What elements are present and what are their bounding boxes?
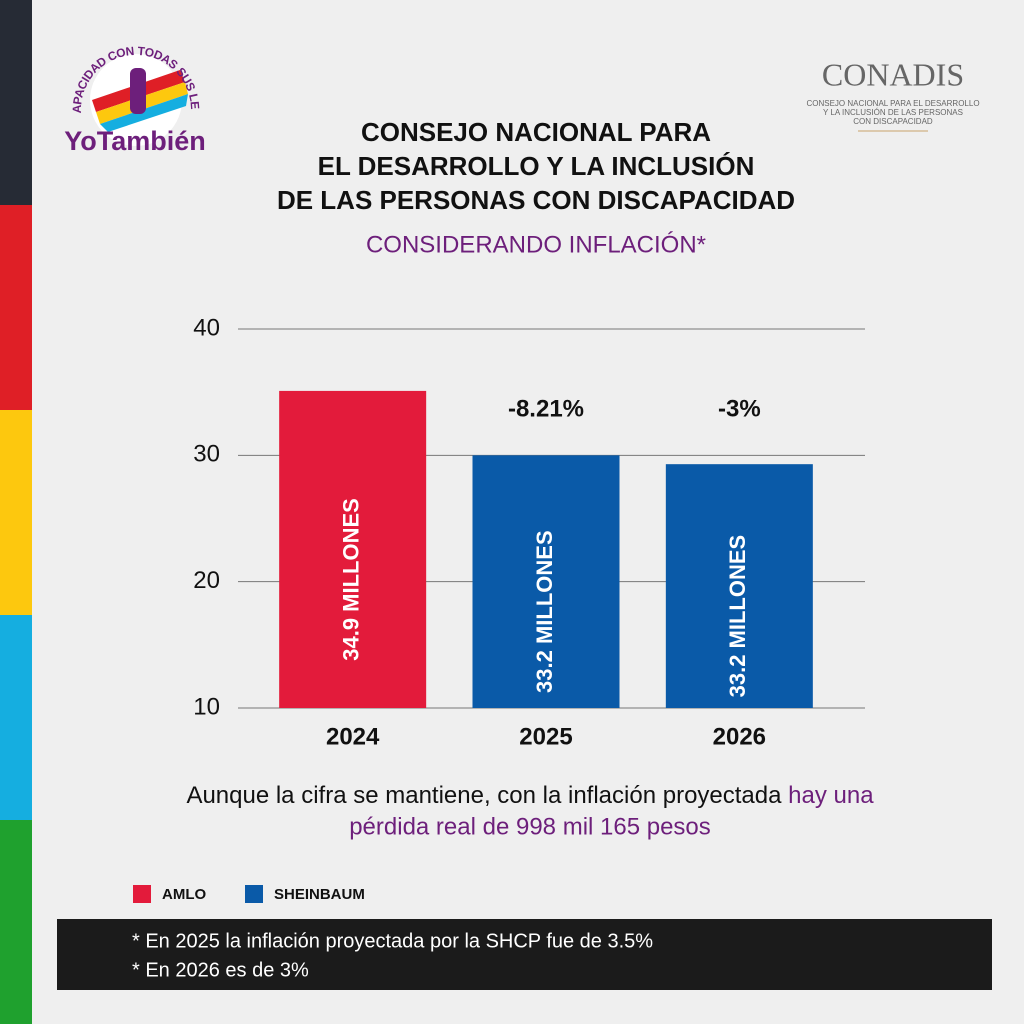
x-tick-label: 2024	[326, 723, 380, 750]
y-tick-label: 30	[193, 441, 220, 468]
stripe	[0, 615, 32, 820]
footnote-box	[57, 919, 992, 990]
stripe	[0, 0, 32, 205]
x-tick-label: 2025	[519, 723, 572, 750]
chart-title: EL DESARROLLO Y LA INCLUSIÓN	[318, 151, 755, 181]
org-name: CONADIS	[822, 56, 964, 92]
legend: AMLO SHEINBAUM	[133, 885, 365, 903]
y-tick-label: 20	[193, 567, 220, 594]
legend-label: SHEINBAUM	[274, 886, 365, 903]
org-line: CONSEJO NACIONAL PARA EL DESARROLLO	[806, 99, 979, 108]
x-tick-label: 2026	[713, 723, 766, 750]
logo-band	[100, 94, 188, 132]
caption: Aunque la cifra se mantiene, con la infl…	[186, 782, 874, 809]
caption-highlight: pérdida real de 998 mil 165 pesos	[349, 813, 711, 840]
chart-subtitle: CONSIDERANDO INFLACIÓN*	[366, 231, 706, 258]
legend-swatch	[133, 885, 151, 903]
legend-label: AMLO	[162, 886, 206, 903]
bar	[665, 464, 813, 708]
logo-hand	[130, 68, 146, 114]
org-logo: CONADIS CONSEJO NACIONAL PARA EL DESARRO…	[806, 56, 980, 132]
y-tick-label: 40	[193, 314, 220, 341]
stripe	[0, 820, 32, 1024]
y-tick-label: 10	[193, 693, 220, 720]
logo-text: YoTambién	[64, 126, 206, 156]
chart-title: DE LAS PERSONAS CON DISCAPACIDAD	[277, 185, 795, 215]
legend-swatch	[245, 885, 263, 903]
bar	[279, 390, 427, 708]
stripe	[0, 205, 32, 410]
change-annotation: -8.21%	[508, 395, 584, 422]
stripe	[0, 410, 32, 615]
caption-highlight: hay una	[788, 782, 874, 809]
footnote: * En 2025 la inflación proyectada por la…	[132, 930, 653, 952]
org-line: Y LA INCLUSIÓN DE LAS PERSONAS	[823, 108, 963, 117]
bar-annotation: 33.2 MILLONES	[725, 535, 750, 698]
chart-title: CONSEJO NACIONAL PARA	[361, 117, 711, 147]
change-annotation: -3%	[718, 395, 761, 422]
bar	[472, 455, 620, 708]
bar-annotation: 33.2 MILLONES	[532, 530, 557, 693]
plot: 10 20 30 40 2024 2025 2026 34.9 MILLONES 33.2 MI…	[193, 314, 865, 750]
bar-annotation: 34.9 MILLONES	[338, 498, 363, 661]
org-line: CON DISCAPACIDAD	[853, 117, 933, 126]
caption-text: Aunque la cifra se mantiene, con la infl…	[186, 782, 782, 809]
footnote: * En 2026 es de 3%	[132, 959, 309, 981]
